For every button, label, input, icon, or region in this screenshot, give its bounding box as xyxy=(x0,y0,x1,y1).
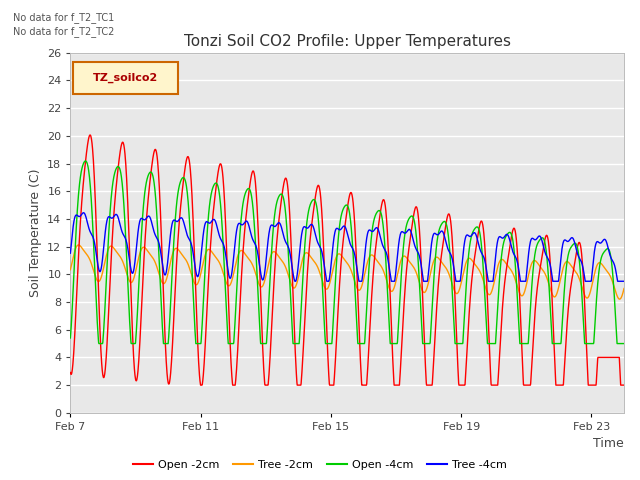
Y-axis label: Soil Temperature (C): Soil Temperature (C) xyxy=(29,168,42,297)
Legend: Open -2cm, Tree -2cm, Open -4cm, Tree -4cm: Open -2cm, Tree -2cm, Open -4cm, Tree -4… xyxy=(128,456,512,474)
Text: TZ_soilco2: TZ_soilco2 xyxy=(93,73,158,83)
Text: No data for f_T2_TC1: No data for f_T2_TC1 xyxy=(13,12,114,23)
Text: No data for f_T2_TC2: No data for f_T2_TC2 xyxy=(13,26,114,37)
Title: Tonzi Soil CO2 Profile: Upper Temperatures: Tonzi Soil CO2 Profile: Upper Temperatur… xyxy=(184,34,511,49)
FancyBboxPatch shape xyxy=(73,62,179,94)
X-axis label: Time: Time xyxy=(593,437,624,450)
